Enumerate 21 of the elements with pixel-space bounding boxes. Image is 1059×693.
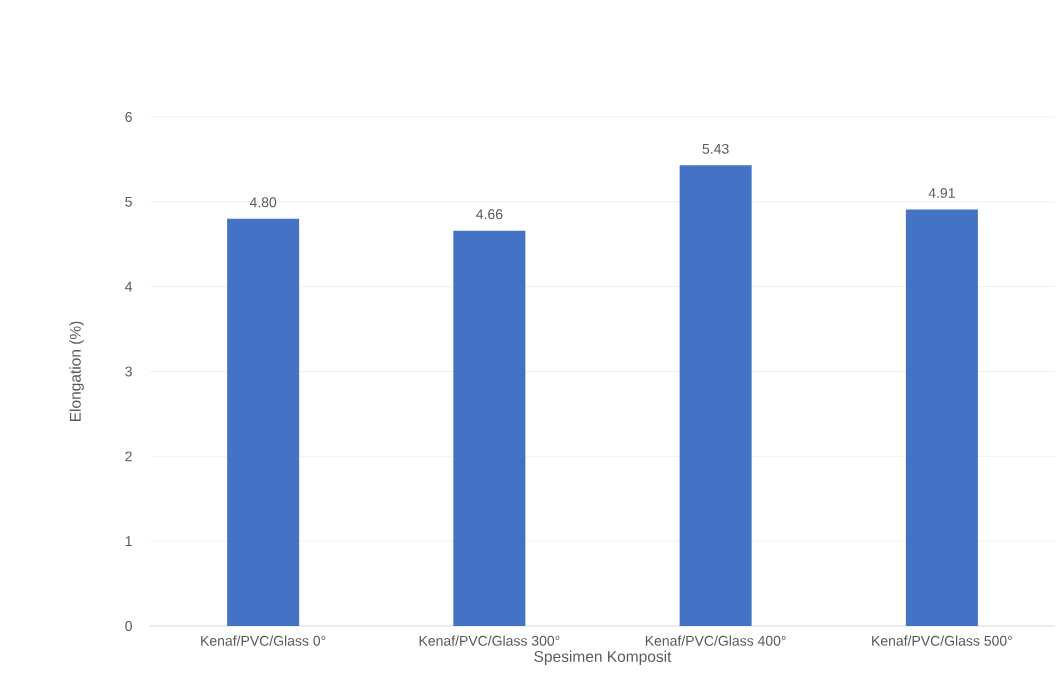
y-tick-label: 6 [125,112,132,122]
x-tick-label: Kenaf/PVC/Glass 500° [872,635,1012,646]
bar [453,230,526,626]
data-label: 4.91 [928,188,955,198]
x-tick-label: Kenaf/PVC/Glass 0° [201,635,326,646]
bar [679,165,752,626]
y-tick-label: 1 [125,536,132,546]
y-tick-label: 3 [125,366,132,377]
y-axis-title: Elongation (%) [69,321,84,422]
y-tick-label: 5 [125,196,132,207]
bar [905,209,978,626]
data-label: 4.66 [476,209,503,220]
y-tick-label: 4 [125,281,133,292]
x-axis-title: Spesimen Komposit [534,650,672,666]
data-label: 5.43 [702,143,729,154]
y-tick-label: 2 [125,451,132,462]
x-tick-label: Kenaf/PVC/Glass 300° [419,635,560,646]
y-tick-label: 0 [125,621,132,631]
bar [227,218,300,626]
data-label: 4.80 [249,197,277,208]
x-tick-label: Kenaf/PVC/Glass 400° [645,635,786,646]
